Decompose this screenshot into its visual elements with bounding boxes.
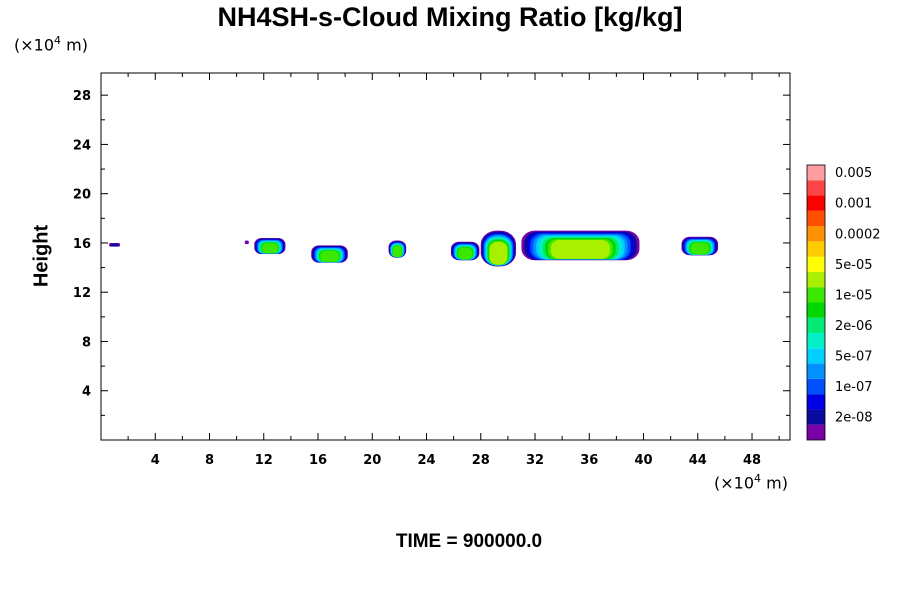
x-axis-unit: (×104 m)	[714, 472, 788, 493]
x-tick-label: 24	[417, 453, 435, 468]
y-tick-label: 12	[73, 286, 91, 301]
colorbar-swatch	[807, 210, 825, 227]
colorbar-swatch	[807, 287, 825, 303]
colorbar-label: 2e-08	[835, 411, 873, 426]
colorbar-swatch	[807, 256, 825, 272]
x-tick-label: 40	[634, 453, 652, 468]
y-axis-unit: (×104 m)	[14, 34, 88, 55]
colorbar-swatch	[807, 348, 825, 364]
colorbar-swatch	[807, 409, 825, 425]
cloud-band	[261, 243, 278, 254]
colorbar-swatch	[807, 195, 825, 211]
time-label: TIME = 900000.0	[395, 531, 543, 552]
plot-frame	[100, 72, 791, 441]
colorbar-label: 0.0002	[835, 227, 881, 242]
colorbar-swatch	[807, 317, 825, 334]
colorbar-swatch	[807, 424, 825, 440]
y-tick-label: 20	[73, 188, 91, 203]
colorbar-label: 0.005	[835, 166, 872, 181]
x-tick-label: 28	[472, 453, 490, 468]
colorbar-swatch	[807, 363, 825, 379]
y-tick-label: 4	[82, 385, 91, 400]
colorbar-swatch	[807, 241, 825, 257]
y-tick-label: 16	[73, 237, 91, 252]
x-tick-label: 32	[526, 453, 544, 468]
cloud-band	[392, 245, 402, 257]
x-tick-label: 20	[363, 453, 381, 468]
colorbar: 2e-08 1e-07 5e-07 2e-06 1e-05 5e-05 0.0002 0.00…	[806, 164, 881, 441]
colorbar-swatch	[807, 333, 825, 349]
x-tick-label: 36	[580, 453, 598, 468]
colorbar-label: 5e-07	[835, 349, 873, 364]
chart-title: NH4SH-s-Cloud Mixing Ratio [kg/kg]	[217, 2, 683, 32]
colorbar-swatch	[807, 180, 825, 196]
colorbar-label: 1e-05	[835, 288, 873, 303]
cloud-band	[690, 242, 710, 255]
y-tick-label: 28	[73, 89, 91, 104]
cloud-band	[244, 240, 249, 245]
x-tick-label: 12	[255, 453, 273, 468]
colorbar-swatch	[807, 226, 825, 242]
colorbar-swatch	[807, 394, 825, 410]
colorbar-frame	[806, 164, 826, 441]
x-tick-label: 48	[743, 453, 761, 468]
cloud-band	[489, 242, 508, 265]
cloud-band	[110, 243, 119, 247]
x-tick-label: 8	[205, 453, 214, 468]
colorbar-label: 1e-07	[835, 380, 873, 395]
colorbar-label: 5e-05	[835, 258, 873, 273]
colorbar-swatch	[807, 302, 825, 318]
x-tick-label: 44	[689, 453, 707, 468]
y-tick-label: 8	[82, 335, 91, 350]
colorbar-swatch	[807, 271, 825, 288]
cloud-band	[320, 250, 339, 262]
cloud-band	[550, 240, 610, 259]
y-tick-label: 24	[73, 138, 91, 153]
cloud-band	[457, 247, 473, 260]
colorbar-label: 0.001	[835, 197, 872, 212]
colorbar-swatch	[807, 378, 825, 395]
colorbar-swatch	[807, 165, 825, 181]
colorbar-label: 2e-06	[835, 319, 873, 334]
x-tick-label: 4	[151, 453, 160, 468]
cloud-field	[109, 230, 719, 267]
x-tick-label: 16	[309, 453, 327, 468]
